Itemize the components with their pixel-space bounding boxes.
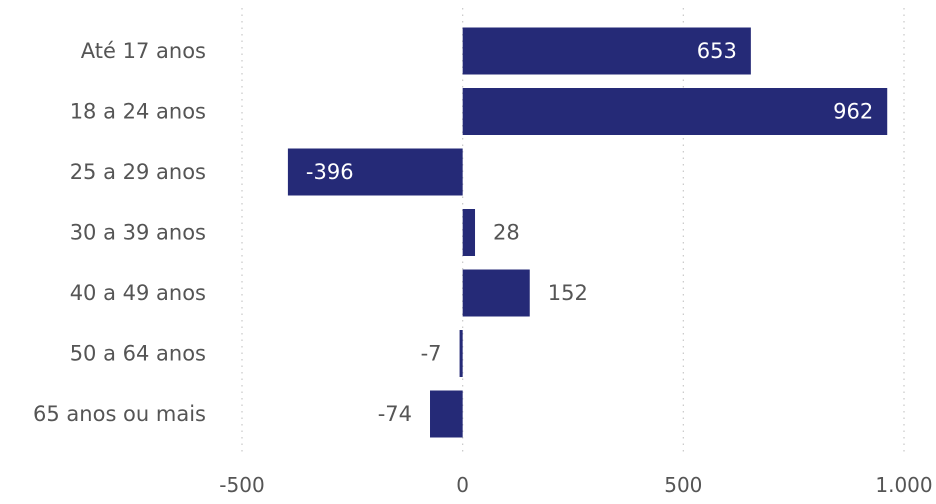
category-label: 65 anos ou mais — [33, 402, 206, 426]
x-tick-label: -500 — [219, 473, 264, 497]
data-label: 962 — [833, 100, 873, 124]
category-label: 50 a 64 anos — [70, 342, 206, 366]
category-label: 30 a 39 anos — [70, 221, 206, 245]
bar[interactable] — [462, 27, 751, 75]
data-label: -396 — [306, 160, 354, 184]
x-tick-label: 0 — [456, 473, 469, 497]
x-tick-label: 1.000 — [875, 473, 932, 497]
gridlines — [241, 8, 905, 452]
bar[interactable] — [462, 88, 888, 135]
bar[interactable] — [462, 269, 530, 317]
data-labels: 653 962 -396 28 152 -7 -74 — [306, 39, 873, 426]
category-label: 25 a 29 anos — [70, 160, 206, 184]
value-axis: -500 0 500 1.000 — [219, 473, 932, 497]
bar[interactable] — [287, 148, 463, 196]
category-label: 18 a 24 anos — [70, 100, 206, 124]
data-label: 28 — [493, 221, 520, 245]
category-label: Até 17 anos — [81, 39, 206, 63]
bar[interactable] — [462, 209, 476, 256]
bars — [287, 27, 888, 438]
data-label: 152 — [548, 281, 588, 305]
category-axis: Até 17 anos 18 a 24 anos 25 a 29 anos 30 a … — [33, 39, 206, 426]
data-label: 653 — [697, 39, 737, 63]
bar[interactable] — [459, 330, 463, 377]
category-label: 40 a 49 anos — [70, 281, 206, 305]
data-label: -74 — [378, 402, 412, 426]
x-tick-label: 500 — [664, 473, 702, 497]
data-label: -7 — [421, 342, 442, 366]
bar[interactable] — [430, 390, 463, 438]
